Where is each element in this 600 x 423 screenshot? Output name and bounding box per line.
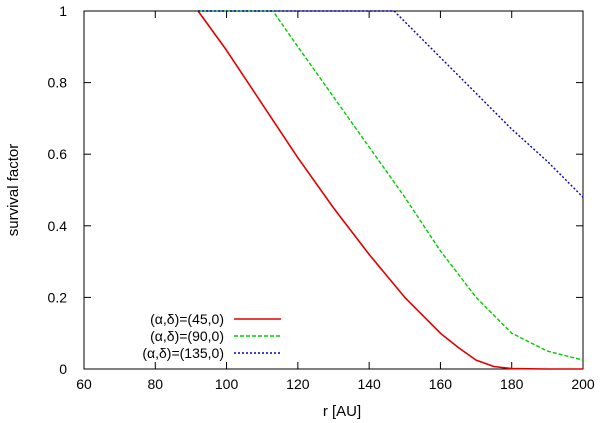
x-tick-label: 200 [571, 376, 595, 392]
y-tick-label: 0.8 [48, 75, 68, 91]
series-line-3 [198, 10, 584, 198]
series-lines [197, 10, 584, 370]
y-tick-label: 0.4 [48, 218, 68, 234]
legend-label-3: (α,δ)=(135,0) [142, 345, 224, 361]
x-tick-label: 160 [429, 376, 453, 392]
plot-frame [83, 10, 584, 370]
legend: (α,δ)=(45,0)(α,δ)=(90,0)(α,δ)=(135,0) [142, 311, 281, 361]
x-tick-label: 60 [76, 376, 92, 392]
y-tick-label: 1 [59, 3, 67, 19]
y-tick-label: 0.6 [48, 146, 68, 162]
x-tick-label: 100 [215, 376, 239, 392]
x-tick-label: 80 [147, 376, 163, 392]
legend-label-2: (α,δ)=(90,0) [150, 328, 224, 344]
y-axis-label: survival factor [5, 144, 22, 237]
plot-area-border [83, 10, 584, 370]
legend-label-1: (α,δ)=(45,0) [150, 311, 224, 327]
x-tick-label: 120 [286, 376, 310, 392]
y-axis-ticks: 0 0.2 0.4 0.6 0.8 1 [48, 3, 583, 377]
y-tick-label: 0 [59, 361, 67, 377]
y-tick-label: 0.2 [48, 289, 68, 305]
x-tick-label: 180 [500, 376, 524, 392]
series-line-2 [198, 10, 584, 361]
x-axis-label: r [AU] [323, 403, 361, 420]
x-axis-ticks: 60 80 100 120 140 160 180 200 [76, 11, 595, 392]
series-line-1 [197, 10, 583, 370]
x-tick-label: 140 [357, 376, 381, 392]
